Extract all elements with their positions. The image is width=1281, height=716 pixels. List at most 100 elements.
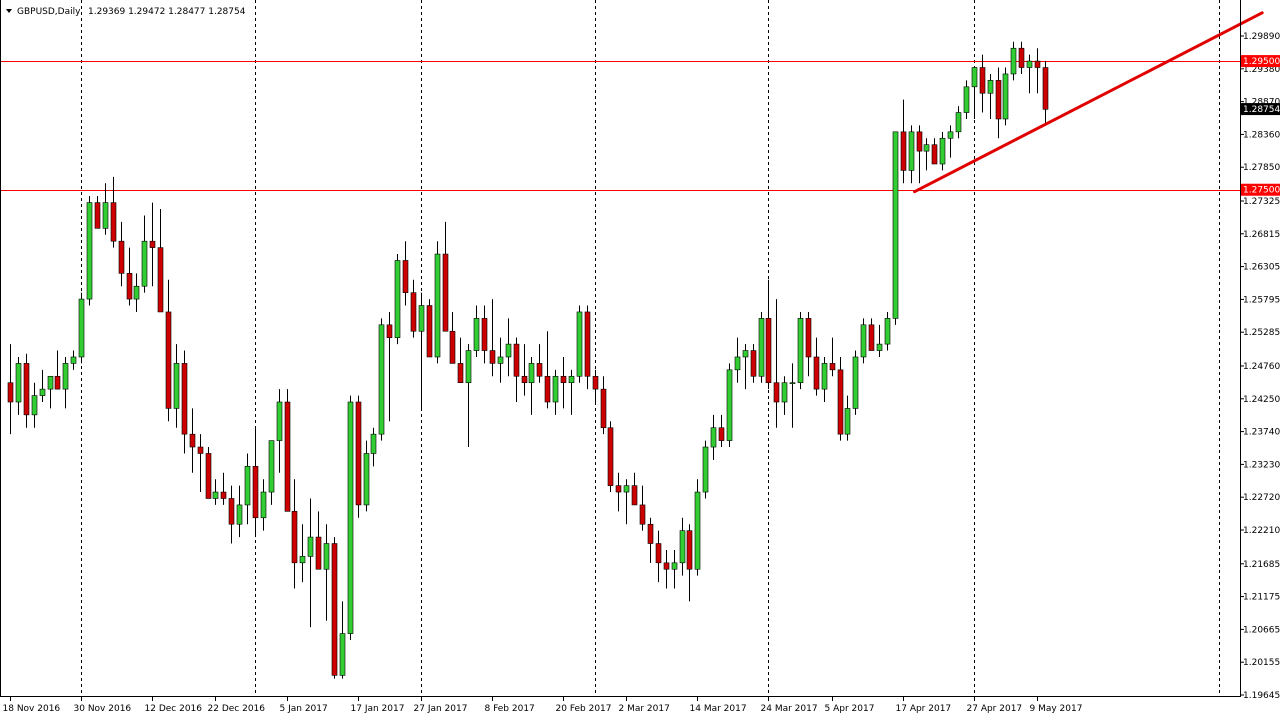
candle-116	[923, 138, 930, 171]
candle-45	[363, 440, 370, 512]
candle-body	[252, 466, 259, 519]
symbol-label: GBPUSD,Daily	[17, 7, 81, 17]
candle-body	[1002, 73, 1009, 120]
candle-109	[868, 318, 875, 351]
candle-body	[710, 427, 717, 448]
candle-27	[220, 472, 227, 505]
price-tick-label: 1.28870	[1243, 98, 1280, 108]
candle-130	[1034, 48, 1041, 94]
candle-body	[442, 253, 449, 332]
candle-15	[126, 247, 133, 306]
candle-46	[370, 427, 377, 467]
candle-95	[758, 311, 765, 383]
candle-body	[955, 112, 962, 133]
candle-38	[307, 498, 314, 628]
candle-body	[837, 369, 844, 435]
candle-77	[615, 472, 622, 512]
candle-body	[205, 453, 212, 499]
candle-79	[631, 472, 638, 506]
candle-10	[86, 196, 93, 306]
candle-83	[663, 549, 670, 589]
candle-18	[149, 202, 156, 287]
candle-body	[410, 292, 417, 332]
candle-67	[536, 344, 543, 383]
price-tick-label: 1.27850	[1243, 163, 1280, 173]
candle-body	[734, 356, 741, 371]
time-tick-label: 14 Mar 2017	[690, 704, 747, 714]
trendline[interactable]	[913, 11, 1264, 194]
candle-124	[987, 73, 994, 119]
candle-body	[86, 202, 93, 300]
candle-75	[600, 376, 607, 435]
ohlc-readout: 1.29369 1.29472 1.28477 1.28754	[88, 7, 246, 17]
candle-body	[789, 382, 796, 385]
candle-22	[181, 350, 188, 454]
candle-91	[726, 363, 733, 448]
candle-body	[623, 485, 630, 493]
candle-body	[378, 324, 385, 435]
candle-body	[386, 324, 393, 338]
candle-125	[995, 67, 1002, 139]
price-tick-label: 1.27325	[1243, 197, 1280, 207]
candle-103	[821, 356, 828, 403]
candle-122	[971, 67, 978, 119]
candle-98	[781, 376, 788, 415]
candle-23	[189, 408, 196, 473]
candle-33	[268, 440, 275, 505]
candle-21	[173, 344, 180, 428]
price-axis: 1.29890 1.29380 1.28870 1.28360 1.27850 1.273…	[1240, 32, 1280, 701]
candle-body	[355, 401, 362, 506]
candle-54	[434, 241, 441, 364]
candle-59	[473, 305, 480, 357]
time-tick-label: 27 Apr 2017	[967, 704, 1023, 714]
candle-body	[592, 375, 599, 390]
dropdown-triangle-icon[interactable]	[6, 9, 12, 13]
candle-body	[236, 504, 243, 525]
candle-body	[497, 356, 504, 364]
candle-body	[363, 453, 370, 506]
candle-body	[773, 382, 780, 403]
candle-body	[1010, 47, 1017, 75]
candle-86	[686, 524, 693, 602]
time-tick-label: 8 Feb 2017	[485, 704, 535, 714]
candle-body	[173, 363, 180, 409]
candle-body	[260, 491, 267, 519]
candle-66	[528, 356, 535, 415]
candle-body	[244, 466, 251, 506]
candle-127	[1010, 41, 1017, 81]
candle-92	[734, 337, 741, 383]
hline-price-box-0-bg	[1241, 55, 1280, 68]
candle-body	[679, 530, 686, 564]
price-tick-label: 1.20155	[1243, 658, 1280, 668]
candle-body	[686, 530, 693, 570]
candle-body	[315, 536, 322, 570]
candle-97	[773, 299, 780, 428]
candle-101	[805, 311, 812, 377]
candle-34	[276, 389, 283, 473]
current-price-box-bg	[1241, 103, 1280, 116]
candle-body	[268, 440, 275, 493]
candle-body	[7, 382, 14, 403]
candle-104	[829, 337, 836, 377]
candle-body	[702, 446, 709, 493]
horizontal-lines	[0, 61, 1240, 191]
candle-body	[852, 356, 859, 409]
candle-128	[1018, 41, 1025, 74]
candle-body	[62, 363, 69, 390]
candle-30	[244, 453, 251, 525]
candle-body	[1034, 60, 1041, 68]
candle-body	[133, 285, 140, 300]
candle-120	[955, 106, 962, 139]
candle-40	[323, 524, 330, 621]
candles	[7, 41, 1049, 679]
candle-108	[860, 318, 867, 364]
candle-89	[710, 414, 717, 460]
candle-body	[39, 388, 46, 396]
time-tick-label: 17 Jan 2017	[351, 704, 405, 714]
candle-88	[702, 440, 709, 499]
candle-body	[726, 369, 733, 441]
candle-body	[457, 363, 464, 384]
candle-100	[797, 311, 804, 390]
candle-body	[465, 350, 472, 384]
